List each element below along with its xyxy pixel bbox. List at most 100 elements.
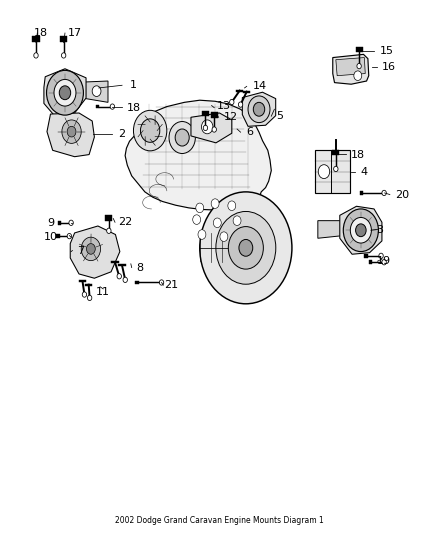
Text: 18: 18 [127, 103, 141, 112]
Bar [32, 36, 39, 42]
Polygon shape [47, 113, 94, 157]
Circle shape [333, 166, 337, 172]
Circle shape [69, 220, 73, 225]
Text: 9: 9 [47, 218, 54, 228]
Text: 6: 6 [245, 127, 252, 137]
Text: 4: 4 [359, 167, 366, 176]
Polygon shape [335, 58, 364, 76]
Text: 15: 15 [379, 46, 393, 55]
Circle shape [175, 129, 189, 146]
Circle shape [356, 63, 360, 69]
Circle shape [201, 120, 212, 134]
Circle shape [67, 233, 71, 239]
Circle shape [355, 224, 365, 237]
Bar [56, 235, 60, 238]
Circle shape [213, 218, 221, 228]
Circle shape [192, 215, 200, 224]
Circle shape [117, 273, 121, 279]
Text: 11: 11 [95, 287, 110, 297]
Polygon shape [332, 54, 368, 84]
Polygon shape [317, 221, 343, 238]
Circle shape [318, 165, 329, 179]
Text: 18: 18 [34, 28, 48, 38]
Bar [364, 254, 367, 257]
Circle shape [343, 209, 378, 252]
Polygon shape [70, 226, 120, 278]
Circle shape [381, 190, 385, 196]
Circle shape [86, 244, 95, 254]
Circle shape [238, 239, 252, 256]
Text: 2002 Dodge Grand Caravan Engine Mounts Diagram 1: 2002 Dodge Grand Caravan Engine Mounts D… [115, 516, 323, 525]
Bar [60, 36, 67, 42]
Circle shape [228, 227, 263, 269]
Circle shape [87, 295, 92, 301]
Text: 7: 7 [77, 246, 84, 255]
Circle shape [381, 260, 385, 265]
Circle shape [350, 217, 371, 243]
Polygon shape [191, 113, 231, 143]
Polygon shape [314, 150, 350, 193]
Text: 2: 2 [118, 130, 125, 139]
Circle shape [34, 53, 38, 58]
Text: 8: 8 [136, 263, 143, 272]
Circle shape [140, 119, 159, 142]
Circle shape [198, 230, 205, 239]
Text: 21: 21 [164, 280, 178, 290]
Text: 3: 3 [376, 225, 383, 235]
Circle shape [227, 201, 235, 211]
Bar [359, 191, 363, 195]
Text: 1: 1 [129, 80, 136, 90]
Text: 14: 14 [252, 82, 266, 91]
Circle shape [219, 232, 227, 241]
Circle shape [54, 79, 76, 106]
Circle shape [253, 102, 264, 116]
Text: 10: 10 [44, 232, 58, 242]
Bar [58, 221, 61, 225]
Bar [105, 215, 112, 221]
Circle shape [233, 216, 240, 225]
Bar [368, 260, 371, 264]
Circle shape [229, 99, 233, 104]
Polygon shape [242, 92, 275, 126]
Circle shape [133, 110, 166, 151]
Polygon shape [82, 81, 108, 102]
Circle shape [46, 70, 83, 115]
Circle shape [110, 104, 114, 109]
Text: 18: 18 [350, 150, 364, 159]
Circle shape [61, 53, 66, 58]
Circle shape [82, 292, 86, 297]
Text: 5: 5 [276, 111, 283, 121]
Text: 12: 12 [223, 112, 237, 122]
Bar [355, 47, 362, 52]
Circle shape [215, 212, 275, 284]
Polygon shape [125, 100, 271, 210]
Circle shape [106, 228, 111, 233]
Text: 20: 20 [394, 190, 408, 199]
Circle shape [353, 71, 361, 80]
Text: 22: 22 [117, 217, 131, 227]
Text: 17: 17 [68, 28, 82, 38]
Circle shape [92, 86, 101, 96]
Polygon shape [339, 206, 381, 254]
Circle shape [59, 86, 71, 100]
Circle shape [211, 199, 219, 208]
Bar [95, 104, 99, 108]
Circle shape [247, 96, 269, 123]
Circle shape [123, 277, 127, 282]
Text: 19: 19 [376, 256, 390, 266]
Circle shape [212, 127, 216, 132]
Circle shape [195, 203, 203, 213]
Circle shape [199, 192, 291, 304]
Circle shape [62, 120, 81, 143]
Text: 16: 16 [381, 62, 395, 71]
Bar [201, 111, 208, 116]
Bar [135, 280, 138, 285]
Bar [332, 150, 339, 155]
Circle shape [67, 126, 76, 137]
Circle shape [238, 102, 242, 107]
Circle shape [203, 125, 207, 131]
Bar [210, 112, 217, 118]
Circle shape [159, 280, 163, 285]
Polygon shape [44, 69, 86, 115]
Circle shape [169, 122, 195, 154]
